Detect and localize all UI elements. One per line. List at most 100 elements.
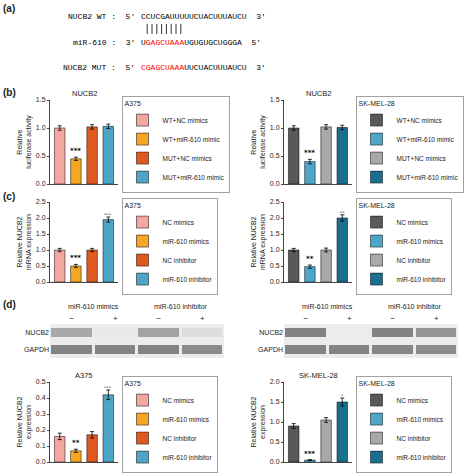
svg-text:NC mimics: NC mimics	[397, 219, 429, 226]
svg-text:0.0: 0.0	[270, 180, 280, 187]
svg-text:UGAGCUAAAUGUGUGCUGGGA 5': UGAGCUAAAUGUGUGCUGGGA 5'	[141, 38, 261, 47]
svg-text:NC inhibitor: NC inhibitor	[163, 435, 198, 442]
svg-text:***: ***	[70, 147, 81, 155]
svg-text:miR-610 inhibitor: miR-610 inhibitor	[163, 276, 213, 283]
svg-text:miR-610 : 3': miR-610 : 3'	[73, 38, 135, 47]
svg-text:Relativeluciferase activity: Relativeluciferase activity	[250, 115, 267, 169]
svg-text:CGAGCUAAAUUCUACUUUAUCU 3': CGAGCUAAAUUCUACUUUAUCU 3'	[141, 63, 266, 72]
svg-text:0.0: 0.0	[36, 458, 46, 465]
svg-text:miR-610 mimics: miR-610 mimics	[68, 303, 119, 310]
svg-text:miR-610 mimics: miR-610 mimics	[397, 238, 444, 245]
svg-text:+: +	[434, 314, 439, 323]
svg-text:miR-610 mimics: miR-610 mimics	[302, 303, 353, 310]
svg-text:Relative NUCB2expression: Relative NUCB2expression	[250, 396, 267, 447]
svg-text:‸‸‸: ‸‸‸	[104, 380, 112, 388]
svg-text:MUT+miR-610 mimic: MUT+miR-610 mimic	[163, 174, 225, 181]
svg-text:NUCB2: NUCB2	[259, 329, 283, 336]
svg-text:0.5: 0.5	[270, 438, 280, 445]
svg-text:Relativeluciferase activity: Relativeluciferase activity	[16, 115, 33, 169]
svg-text:NC mimics: NC mimics	[163, 219, 195, 226]
svg-text:(b): (b)	[3, 87, 16, 98]
svg-text:1.5: 1.5	[270, 398, 280, 405]
svg-text:0.5: 0.5	[36, 262, 46, 269]
svg-text:miR-610 inhibitor: miR-610 inhibitor	[397, 276, 447, 283]
svg-text:1.5: 1.5	[36, 230, 46, 237]
svg-text:2.0: 2.0	[270, 214, 280, 221]
svg-text:***: ***	[304, 149, 315, 157]
svg-text:A375: A375	[75, 371, 93, 380]
svg-text:**: **	[72, 439, 80, 447]
svg-text:0.5: 0.5	[270, 152, 280, 159]
svg-text:0.0: 0.0	[270, 278, 280, 285]
svg-text:WT+miR-610 mimic: WT+miR-610 mimic	[397, 136, 455, 143]
svg-text:NC mimics: NC mimics	[397, 397, 429, 404]
svg-text:***: ***	[70, 254, 81, 262]
svg-text:WT+miR-610 mimic: WT+miR-610 mimic	[163, 136, 221, 143]
svg-text:NC mimics: NC mimics	[163, 397, 195, 404]
svg-text:‸: ‸	[341, 388, 344, 396]
svg-text:(c): (c)	[3, 191, 15, 202]
svg-text:miR-610 mimics: miR-610 mimics	[163, 416, 210, 423]
svg-text:Relative NUCB2mRNA expression: Relative NUCB2mRNA expression	[16, 214, 33, 270]
svg-text:−: −	[156, 314, 161, 323]
svg-text:0.4: 0.4	[36, 394, 46, 401]
svg-text:NC inhibitor: NC inhibitor	[397, 257, 432, 264]
svg-text:Relative NUCB2expression: Relative NUCB2expression	[16, 396, 33, 447]
svg-text:Relative NUCB2mRNA expression: Relative NUCB2mRNA expression	[250, 214, 267, 270]
svg-text:1.5: 1.5	[270, 96, 280, 103]
svg-text:miR-610 mimics: miR-610 mimics	[163, 238, 210, 245]
svg-text:1.0: 1.0	[270, 418, 280, 425]
svg-text:1.5: 1.5	[36, 96, 46, 103]
svg-text:‸‸: ‸‸	[340, 205, 345, 213]
svg-text:MUT+miR-610 mimic: MUT+miR-610 mimic	[397, 174, 459, 181]
svg-text:−: −	[390, 314, 395, 323]
svg-text:SK-MEL-28: SK-MEL-28	[359, 202, 395, 209]
svg-text:MUT+NC mimics: MUT+NC mimics	[163, 155, 213, 162]
svg-text:A375: A375	[125, 100, 141, 107]
svg-text:NUCB2: NUCB2	[72, 89, 97, 98]
svg-text:GAPDH: GAPDH	[24, 346, 49, 353]
svg-text:‸‸‸: ‸‸‸	[104, 207, 112, 215]
svg-text:***: ***	[304, 450, 315, 458]
svg-text:1.0: 1.0	[36, 246, 46, 253]
svg-text:(a): (a)	[3, 3, 15, 14]
svg-text:A375: A375	[125, 202, 141, 209]
svg-text:+: +	[200, 314, 205, 323]
svg-text:NUCB2: NUCB2	[306, 89, 331, 98]
svg-text:MUT+NC mimics: MUT+NC mimics	[397, 155, 447, 162]
svg-text:NC inhibitor: NC inhibitor	[163, 257, 198, 264]
svg-text:A375: A375	[125, 380, 141, 387]
svg-text:0.1: 0.1	[36, 442, 46, 449]
svg-text:WT+NC mimics: WT+NC mimics	[163, 117, 209, 124]
svg-text:0.3: 0.3	[36, 410, 46, 417]
svg-text:(d): (d)	[3, 299, 16, 310]
svg-text:GAPDH: GAPDH	[258, 346, 283, 353]
svg-text:−: −	[69, 314, 74, 323]
svg-text:2.5: 2.5	[270, 198, 280, 205]
svg-text:0.5: 0.5	[270, 262, 280, 269]
svg-text:miR-610 mimics: miR-610 mimics	[397, 416, 444, 423]
svg-text:1.0: 1.0	[270, 124, 280, 131]
svg-text:CCUCGAUUUUUCUACUUUAUCU 3': CCUCGAUUUUUCUACUUUAUCU 3'	[141, 12, 266, 21]
svg-text:1.0: 1.0	[36, 124, 46, 131]
svg-text:1.0: 1.0	[270, 246, 280, 253]
svg-text:0.2: 0.2	[36, 426, 46, 433]
svg-text:2.0: 2.0	[270, 378, 280, 385]
svg-text:miR-610 inhibitor: miR-610 inhibitor	[163, 454, 213, 461]
svg-text:−: −	[303, 314, 308, 323]
svg-text:NC inhibitor: NC inhibitor	[397, 435, 432, 442]
svg-text:0.5: 0.5	[36, 378, 46, 385]
svg-text:**: **	[306, 255, 314, 263]
svg-text:miR-610 inhibitor: miR-610 inhibitor	[397, 454, 447, 461]
svg-text:2.0: 2.0	[36, 214, 46, 221]
svg-text:miR-610 inhibitor: miR-610 inhibitor	[388, 303, 442, 310]
svg-text:+: +	[347, 314, 352, 323]
svg-text:miR-610 inhibitor: miR-610 inhibitor	[154, 303, 208, 310]
svg-text:SK-MEL-28: SK-MEL-28	[299, 371, 338, 380]
svg-text:1.5: 1.5	[270, 230, 280, 237]
svg-text:WT+NC mimics: WT+NC mimics	[397, 117, 443, 124]
svg-text:NUCB2: NUCB2	[25, 329, 49, 336]
svg-text:0.0: 0.0	[36, 180, 46, 187]
svg-text:+: +	[113, 314, 118, 323]
svg-text:2.5: 2.5	[36, 198, 46, 205]
